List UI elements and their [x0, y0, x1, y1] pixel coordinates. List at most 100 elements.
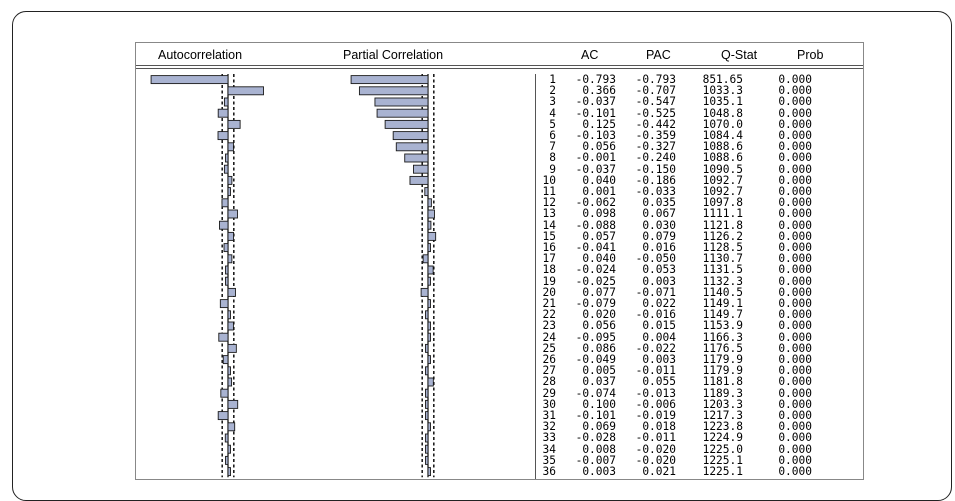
- prob-cell: 0.000: [778, 207, 812, 221]
- lag-cell: 2: [549, 84, 556, 98]
- header-qstat: Q-Stat: [721, 48, 758, 62]
- pac-bar: [409, 175, 429, 185]
- prob-cell: 0.000: [778, 442, 812, 456]
- table-row: 34 0.008 -0.020 1225.0 0.000: [136, 442, 863, 456]
- pac-bar: [420, 287, 429, 297]
- table-row: 18 -0.024 0.053 1131.5 0.000: [136, 264, 863, 275]
- lag-cell: 36: [542, 465, 556, 478]
- ac-cell: -0.001: [575, 151, 616, 165]
- qstat-cell: 1131.5: [702, 263, 743, 277]
- table-row: 4 -0.101 -0.525 1048.8 0.000: [136, 106, 863, 120]
- prob-cell: 0.000: [778, 364, 812, 378]
- pac-bar: [427, 198, 432, 208]
- table-row: 17 0.040 -0.050 1130.7 0.000: [136, 253, 863, 264]
- lag-cell: 33: [542, 431, 556, 445]
- pac-bar: [427, 355, 431, 365]
- ac-bar: [224, 433, 229, 443]
- ac-cell: -0.028: [575, 431, 616, 445]
- lag-cell: 1: [549, 73, 556, 86]
- pac-bar: [425, 343, 429, 353]
- ac-bar: [222, 355, 229, 365]
- pac-bar: [425, 455, 429, 465]
- qstat-cell: 1224.9: [702, 431, 743, 445]
- ac-bar: [225, 265, 229, 275]
- pac-cell: 0.021: [642, 465, 676, 478]
- table-row: 15 0.057 0.079 1126.2 0.000: [136, 231, 863, 242]
- ac-cell: 0.037: [582, 375, 616, 389]
- qstat-cell: 1225.0: [702, 442, 743, 456]
- ac-cell: -0.101: [575, 409, 616, 422]
- qstat-cell: 1070.0: [702, 117, 743, 131]
- pac-bar: [425, 399, 429, 409]
- ac-bar: [223, 243, 229, 253]
- prob-cell: 0.000: [778, 453, 812, 467]
- qstat-cell: 1225.1: [702, 465, 743, 478]
- prob-cell: 0.000: [778, 297, 812, 310]
- pac-bar: [427, 276, 431, 286]
- table-header: Autocorrelation Partial Correlation AC P…: [136, 43, 863, 65]
- pac-cell: 0.003: [642, 353, 676, 366]
- qstat-cell: 1097.8: [702, 196, 743, 210]
- ac-cell: -0.025: [575, 274, 616, 288]
- qstat-cell: 1179.9: [702, 364, 743, 378]
- ac-bar: [217, 131, 229, 141]
- qstat-cell: 1153.9: [702, 319, 743, 333]
- ac-cell: -0.037: [575, 162, 616, 176]
- table-row: 30 0.100 -0.006 1203.3 0.000: [136, 399, 863, 410]
- prob-cell: 0.000: [778, 196, 812, 210]
- pac-bar: [427, 332, 431, 342]
- table-row: 8 -0.001 -0.240 1088.6 0.000: [136, 152, 863, 163]
- pac-cell: -0.442: [635, 117, 676, 131]
- header-rule: [136, 65, 863, 70]
- pac-cell: -0.016: [635, 308, 676, 322]
- ac-bar: [219, 299, 229, 309]
- pac-bar: [427, 321, 431, 331]
- pac-cell: -0.011: [635, 364, 676, 378]
- table-row: 24 -0.095 0.004 1166.3 0.000: [136, 331, 863, 342]
- prob-cell: 0.000: [778, 140, 812, 154]
- lag-cell: 6: [549, 129, 556, 142]
- prob-cell: 0.000: [778, 252, 812, 266]
- pac-bar: [358, 86, 429, 96]
- pac-bar: [425, 444, 429, 454]
- qstat-cell: 1217.3: [702, 409, 743, 422]
- qstat-cell: 1088.6: [702, 140, 743, 154]
- pac-bar: [425, 433, 429, 443]
- ac-bar: [227, 343, 237, 353]
- prob-cell: 0.000: [778, 173, 812, 187]
- prob-cell: 0.000: [778, 229, 812, 243]
- correlogram-bars: [150, 74, 437, 478]
- header-pac: PAC: [646, 48, 671, 62]
- table-row: 19 -0.025 0.003 1132.3 0.000: [136, 274, 863, 288]
- pac-cell: 0.022: [642, 297, 676, 310]
- lag-cell: 18: [542, 263, 556, 277]
- pac-bar: [374, 97, 429, 107]
- table-body: 1 -0.793 -0.793 851.65 0.000 2 0.366 -0.707 1033…: [136, 73, 863, 479]
- lag-cell: 28: [542, 375, 556, 389]
- lag-cell: 31: [542, 409, 556, 422]
- ac-bar: [220, 388, 229, 398]
- pac-bar: [413, 164, 429, 174]
- lag-cell: 9: [549, 162, 556, 176]
- prob-cell: 0.000: [778, 129, 812, 142]
- ac-cell: 0.125: [582, 117, 616, 131]
- header-prob: Prob: [797, 48, 824, 62]
- ac-bar: [223, 97, 229, 107]
- ac-cell: 0.001: [582, 185, 616, 198]
- qstat-cell: 1149.7: [702, 308, 743, 322]
- ac-bar: [227, 422, 236, 432]
- lag-cell: 21: [542, 297, 556, 310]
- qstat-cell: 851.65: [702, 73, 743, 86]
- pac-bar: [425, 366, 429, 376]
- prob-cell: 0.000: [778, 341, 812, 355]
- lag-cell: 29: [542, 386, 556, 400]
- lag-cell: 27: [542, 364, 556, 378]
- pac-bar: [376, 108, 429, 118]
- pac-cell: -0.071: [635, 285, 676, 299]
- ac-cell: 0.005: [582, 364, 616, 378]
- ac-cell: 0.056: [582, 140, 616, 154]
- ac-cell: -0.101: [575, 106, 616, 120]
- ac-bar: [227, 209, 238, 219]
- ac-bar: [227, 175, 233, 185]
- pac-bar: [427, 377, 434, 387]
